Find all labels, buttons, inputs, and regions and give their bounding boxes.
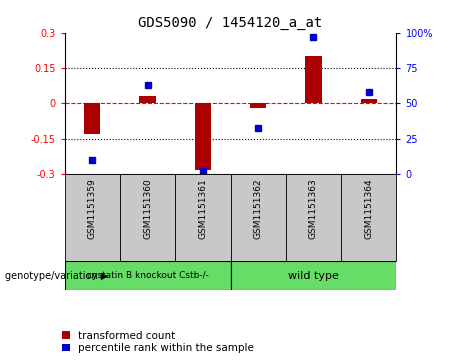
Bar bbox=[230, 261, 396, 290]
Title: GDS5090 / 1454120_a_at: GDS5090 / 1454120_a_at bbox=[138, 16, 323, 30]
Legend: transformed count, percentile rank within the sample: transformed count, percentile rank withi… bbox=[60, 330, 255, 354]
Bar bbox=[361, 99, 377, 103]
Text: GSM1151359: GSM1151359 bbox=[88, 179, 97, 239]
Bar bbox=[341, 174, 396, 261]
Bar bbox=[286, 174, 341, 261]
Bar bbox=[175, 174, 230, 261]
Text: GSM1151361: GSM1151361 bbox=[198, 179, 207, 239]
Bar bbox=[120, 174, 175, 261]
Bar bbox=[195, 103, 211, 170]
Bar bbox=[65, 261, 230, 290]
Text: GSM1151364: GSM1151364 bbox=[364, 179, 373, 239]
Bar bbox=[84, 103, 100, 134]
Text: GSM1151363: GSM1151363 bbox=[309, 179, 318, 239]
Text: genotype/variation ▶: genotype/variation ▶ bbox=[5, 271, 108, 281]
Bar bbox=[139, 96, 156, 103]
Text: wild type: wild type bbox=[288, 271, 339, 281]
Text: GSM1151362: GSM1151362 bbox=[254, 179, 263, 239]
Text: GSM1151360: GSM1151360 bbox=[143, 179, 152, 239]
Text: cystatin B knockout Cstb-/-: cystatin B knockout Cstb-/- bbox=[87, 272, 208, 280]
Bar bbox=[65, 174, 120, 261]
Bar bbox=[230, 174, 286, 261]
Bar bbox=[305, 56, 322, 103]
Bar bbox=[250, 103, 266, 108]
